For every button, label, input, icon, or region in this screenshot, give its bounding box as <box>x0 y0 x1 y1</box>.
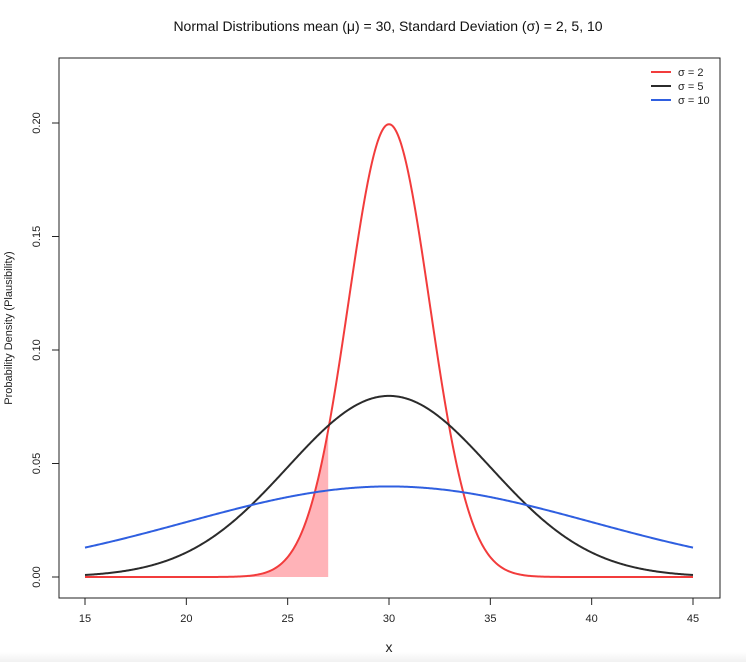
y-tick-label: 0.00 <box>31 566 43 587</box>
series-line-2 <box>84 394 694 576</box>
y-tick-label: 0.10 <box>31 339 43 360</box>
x-tick-label: 15 <box>79 613 91 625</box>
y-tick-label: 0.05 <box>31 453 43 474</box>
legend-label-1: σ = 2 <box>678 67 703 79</box>
x-axis: 15 20 25 30 35 40 45 <box>79 597 699 625</box>
legend-label-2: σ = 5 <box>678 81 703 93</box>
y-tick-label: 0.15 <box>31 226 43 247</box>
series-line-1 <box>85 123 693 578</box>
x-tick-label: 40 <box>586 613 598 625</box>
y-axis: 0.00 0.05 0.10 0.15 0.20 <box>31 112 60 588</box>
series-layer <box>84 123 694 578</box>
x-tick-label: 35 <box>484 613 496 625</box>
x-axis-title: x <box>386 639 393 655</box>
y-tick-label: 0.20 <box>31 112 43 133</box>
legend: σ = 2 σ = 5 σ = 10 <box>651 67 710 107</box>
x-tick-label: 25 <box>282 613 294 625</box>
legend-label-3: σ = 10 <box>678 95 710 107</box>
series-line-3 <box>84 485 694 549</box>
plot-frame <box>58 57 721 599</box>
chart-title: Normal Distributions mean (μ) = 30, Stan… <box>173 18 602 34</box>
x-tick-label: 30 <box>383 613 395 625</box>
x-tick-label: 20 <box>180 613 192 625</box>
shaded-area-sigma-2 <box>85 430 329 577</box>
y-axis-title: Probability Density (Plausibility) <box>3 251 15 404</box>
x-tick-label: 45 <box>687 613 699 625</box>
bottom-fade <box>0 652 746 662</box>
